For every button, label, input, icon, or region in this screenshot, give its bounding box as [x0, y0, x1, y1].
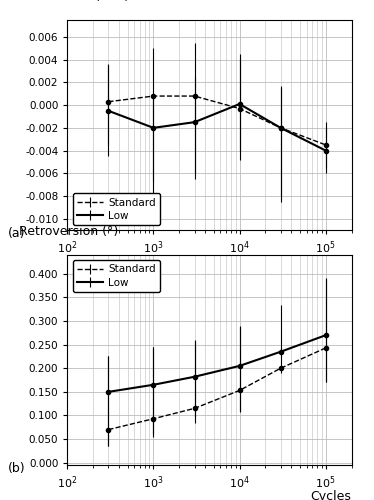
Text: Cycles: Cycles: [311, 255, 352, 268]
Text: Cycles: Cycles: [311, 490, 352, 500]
Text: Subsidence (mm): Subsidence (mm): [19, 0, 129, 3]
Legend: Standard, Low: Standard, Low: [73, 260, 160, 292]
Text: (a): (a): [7, 227, 25, 240]
Text: (b): (b): [7, 462, 25, 475]
Legend: Standard, Low: Standard, Low: [73, 194, 160, 225]
Text: Retroversion (°): Retroversion (°): [19, 225, 118, 238]
